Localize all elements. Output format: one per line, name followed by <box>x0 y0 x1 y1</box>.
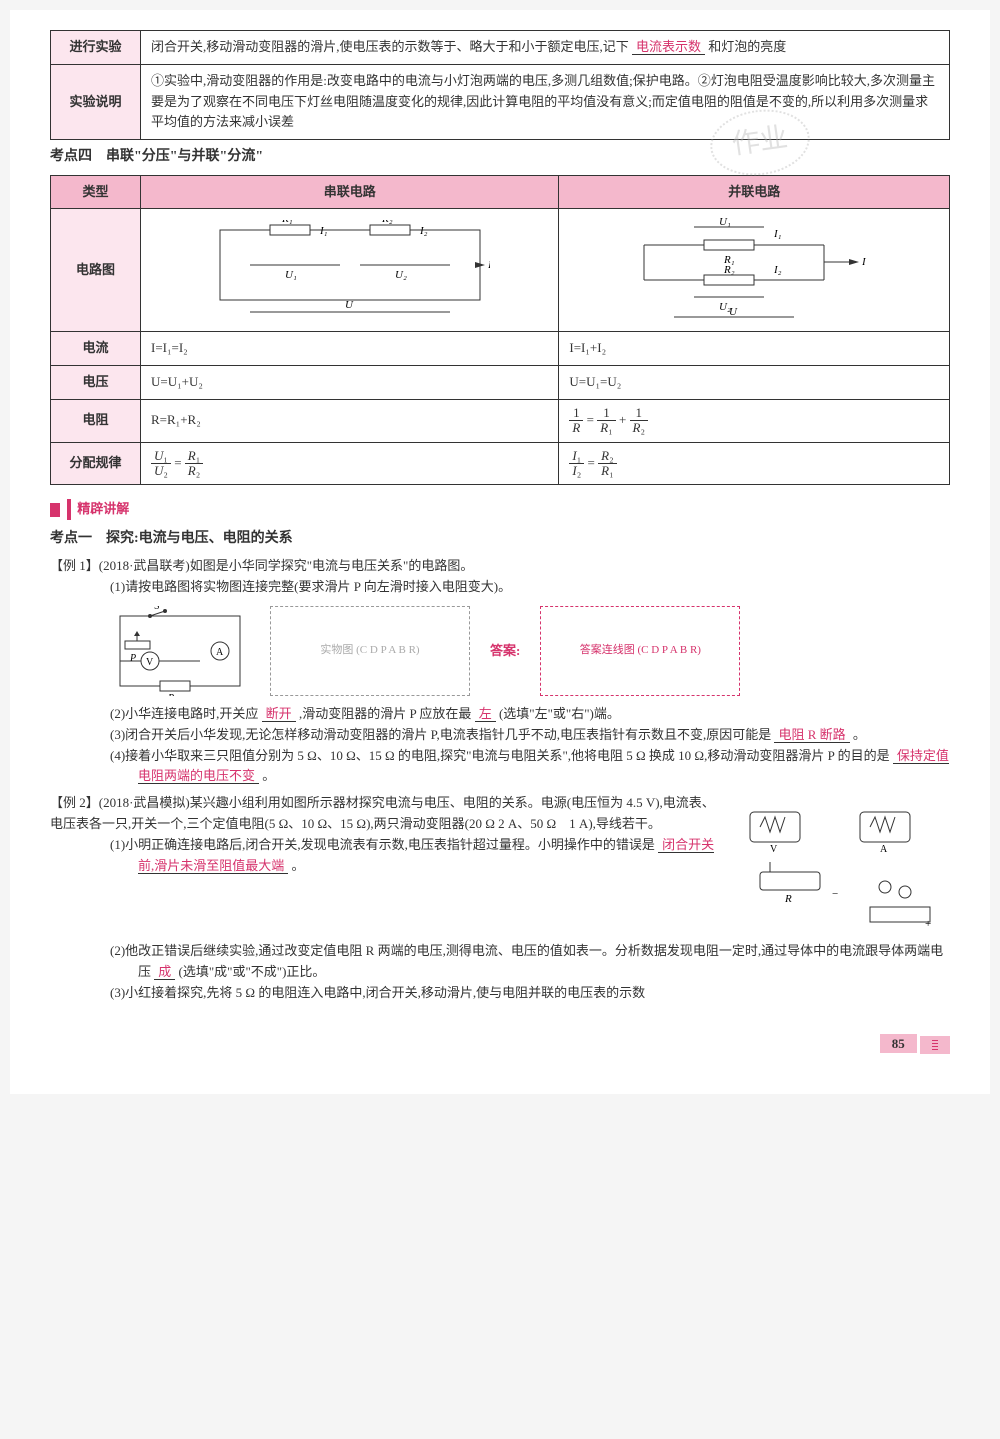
blank-answer: 电流表示数 <box>632 39 705 55</box>
text: (选填"成"或"不成")正比。 <box>179 964 326 979</box>
parallel-distribution: I₁I₂ = R₂R₁ <box>559 442 950 485</box>
svg-text:V: V <box>146 657 154 668</box>
text: 。 <box>292 858 305 873</box>
answer-blank: 成 <box>154 964 175 980</box>
svg-text:U₁: U₁ <box>285 269 297 281</box>
text: 【例 2】(2018·武昌模拟)某兴趣小组利用如图所示器材探究电流与电压、电阻的… <box>50 795 715 831</box>
svg-text:U₁: U₁ <box>719 216 731 228</box>
row-label: 电流 <box>51 332 141 366</box>
text: ,滑动变阻器的滑片 P 应放在最 <box>299 706 472 721</box>
textbook-page: 作业 进行实验 闭合开关,移动滑动变阻器的滑片,使电压表的示数等于、略大于和小于… <box>10 10 990 1094</box>
example-2: V A R + − 【例 2】(2018·武昌模拟)某兴趣小组利用如图所示器材探… <box>50 793 950 1003</box>
square-icon <box>50 503 60 517</box>
jingpi-label: 精辟讲解 <box>67 499 129 520</box>
svg-text:I₂: I₂ <box>773 264 782 276</box>
svg-text:R: R <box>784 893 792 905</box>
parallel-voltage: U=U₁=U₂ <box>559 366 950 400</box>
answer-diagram-icon: 答案连线图 (C D P A B R) <box>540 606 740 696</box>
svg-text:S: S <box>154 606 160 612</box>
text: (1)小明正确连接电路后,闭合开关,发现电流表有示数,电压表指针超过量程。小明操… <box>110 837 655 852</box>
text: (选填"左"或"右")端。 <box>499 706 620 721</box>
svg-text:−: − <box>832 888 838 900</box>
series-voltage: U=U₁+U₂ <box>141 366 559 400</box>
svg-text:U₂: U₂ <box>395 269 407 281</box>
physical-diagram-icon: 实物图 (C D P A B R) <box>270 606 470 696</box>
row-label: 电压 <box>51 366 141 400</box>
svg-text:U: U <box>345 299 354 311</box>
series-resistance: R=R₁+R₂ <box>141 399 559 442</box>
parallel-circuit-icon: R₁ U₁ I₁ R₂ I₂ U₂ I U <box>624 215 884 325</box>
example-1-q1: (1)请按电路图将实物图连接完整(要求滑片 P 向左滑时接入电阻变大)。 <box>78 577 950 598</box>
answer-label: 答案: <box>490 641 520 662</box>
text: 。 <box>262 768 275 783</box>
series-parallel-table: 类型 串联电路 并联电路 电路图 R₁ I₁ R₂ I₂ U₁ U₂ <box>50 175 950 486</box>
svg-text:I: I <box>487 259 490 271</box>
svg-text:I₂: I₂ <box>419 225 428 237</box>
answer-blank: 左 <box>475 706 496 722</box>
page-number: 85 <box>50 1034 950 1055</box>
example-1-q3: (3)闭合开关后小华发现,无论怎样移动滑动变阻器的滑片 P,电流表指针几乎不动,… <box>78 725 950 746</box>
experiment-table: 进行实验 闭合开关,移动滑动变阻器的滑片,使电压表的示数等于、略大于和小于额定电… <box>50 30 950 140</box>
series-current: I=I₁=I₂ <box>141 332 559 366</box>
series-distribution: U₁U₂ = R₁R₂ <box>141 442 559 485</box>
svg-text:R₂: R₂ <box>723 264 735 276</box>
example-1-header: 【例 1】(2018·武昌联考)如图是小华同学探究"电流与电压关系"的电路图。 <box>50 556 950 577</box>
text: 和灯泡的亮度 <box>708 39 786 54</box>
kaodian-4-title: 考点四 串联"分压"与并联"分流" <box>50 146 950 168</box>
parallel-circuit-diagram: R₁ U₁ I₁ R₂ I₂ U₂ I U <box>559 209 950 332</box>
row-label: 分配规律 <box>51 442 141 485</box>
example-2-diagram-icon: V A R + − <box>730 797 950 937</box>
col-header: 串联电路 <box>141 175 559 209</box>
svg-text:A: A <box>216 647 224 658</box>
svg-text:R₁: R₁ <box>281 220 293 225</box>
svg-text:P: P <box>129 653 136 664</box>
example-2-q2: (2)他改正错误后继续实验,通过改变定值电阻 R 两端的电压,测得电流、电压的值… <box>78 941 950 983</box>
row-label: 实验说明 <box>51 64 141 139</box>
col-header: 类型 <box>51 175 141 209</box>
example-2-q3: (3)小红接着探究,先将 5 Ω 的电阻连入电路中,闭合开关,移动滑片,使与电阻… <box>78 983 950 1004</box>
series-circuit-diagram: R₁ I₁ R₂ I₂ U₁ U₂ I U <box>141 209 559 332</box>
svg-text:A: A <box>880 844 888 855</box>
svg-text:I: I <box>861 256 867 268</box>
kaodian-1-title: 考点一 探究:电流与电压、电阻的关系 <box>50 528 950 550</box>
svg-text:U: U <box>729 306 738 318</box>
col-header: 并联电路 <box>559 175 950 209</box>
text: (4)接着小华取来三只阻值分别为 5 Ω、10 Ω、15 Ω 的电阻,探究"电流… <box>110 748 890 763</box>
series-circuit-icon: R₁ I₁ R₂ I₂ U₁ U₂ I U <box>210 220 490 320</box>
jingpi-section: 精辟讲解 <box>50 499 950 520</box>
text: 。 <box>853 727 866 742</box>
example-1: 【例 1】(2018·武昌联考)如图是小华同学探究"电流与电压关系"的电路图。 … <box>50 556 950 787</box>
page-decoration-icon <box>920 1036 950 1054</box>
example-1-q2: (2)小华连接电路时,开关应 断开 ,滑动变阻器的滑片 P 应放在最 左 (选填… <box>78 704 950 725</box>
row-label: 进行实验 <box>51 31 141 65</box>
row-label: 电阻 <box>51 399 141 442</box>
svg-text:R: R <box>167 693 174 696</box>
example-1-q4: (4)接着小华取来三只阻值分别为 5 Ω、10 Ω、15 Ω 的电阻,探究"电流… <box>78 746 950 788</box>
experiment-explanation: ①实验中,滑动变阻器的作用是:改变电路中的电流与小灯泡两端的电压,多测几组数值;… <box>141 64 950 139</box>
svg-text:R₂: R₂ <box>381 220 393 225</box>
svg-text:I₁: I₁ <box>319 225 328 237</box>
parallel-current: I=I₁+I₂ <box>559 332 950 366</box>
diagram-row: S A R V P 实物图 (C D P A B R) 答案: 答案连线图 (C… <box>50 606 950 696</box>
answer-blank: 电阻 R 断路 <box>774 727 849 743</box>
svg-text:I₁: I₁ <box>773 228 782 240</box>
answer-blank: 断开 <box>262 706 296 722</box>
text: 闭合开关,移动滑动变阻器的滑片,使电压表的示数等于、略大于和小于额定电压,记下 <box>151 39 629 54</box>
experiment-description: 闭合开关,移动滑动变阻器的滑片,使电压表的示数等于、略大于和小于额定电压,记下 … <box>141 31 950 65</box>
text: (2)小华连接电路时,开关应 <box>110 706 258 721</box>
svg-text:V: V <box>770 844 778 855</box>
svg-text:+: + <box>925 918 931 930</box>
schematic-circuit-icon: S A R V P <box>110 606 250 696</box>
text: (3)闭合开关后小华发现,无论怎样移动滑动变阻器的滑片 P,电流表指针几乎不动,… <box>110 727 771 742</box>
parallel-resistance: 1R = 1R₁ + 1R₂ <box>559 399 950 442</box>
page-number-badge: 85 <box>880 1034 917 1053</box>
row-label: 电路图 <box>51 209 141 332</box>
